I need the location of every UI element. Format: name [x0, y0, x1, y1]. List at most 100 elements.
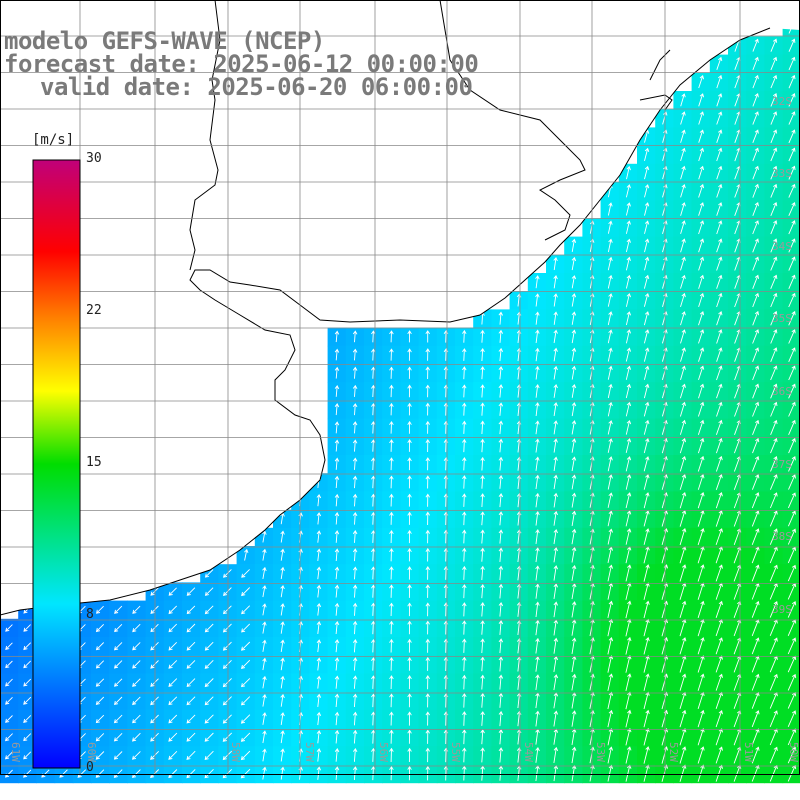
wind-arrow — [371, 566, 376, 580]
wind-arrow — [480, 511, 485, 526]
wind-arrow — [334, 602, 340, 616]
wind-arrow — [607, 238, 613, 253]
wind-arrow — [715, 673, 723, 691]
wind-arrow — [371, 602, 376, 616]
wind-arrow — [697, 728, 705, 746]
wind-arrow — [643, 456, 650, 472]
wind-arrow — [553, 420, 558, 435]
wind-arrow — [168, 641, 178, 651]
wind-arrow — [625, 347, 632, 362]
wind-arrow — [625, 600, 632, 619]
wind-arrow — [680, 347, 686, 362]
wind-arrow — [589, 474, 595, 490]
wind-arrow — [680, 111, 686, 125]
wind-arrow — [425, 711, 430, 726]
wind-arrow — [498, 311, 503, 325]
wind-arrow — [715, 764, 723, 782]
wind-arrow — [425, 420, 430, 434]
wind-arrow — [679, 456, 687, 472]
wind-arrow — [697, 673, 705, 691]
wind-arrow — [535, 384, 540, 398]
wind-arrow — [553, 637, 559, 654]
wind-arrow — [23, 696, 32, 705]
wind-arrow — [262, 566, 267, 579]
wind-arrow — [498, 747, 504, 763]
wind-arrow — [168, 714, 178, 724]
wind-arrow — [407, 439, 412, 452]
wind-arrow — [679, 728, 687, 746]
land-area — [0, 0, 800, 615]
wind-arrow — [697, 527, 705, 546]
wind-arrow — [425, 384, 430, 398]
wind-arrow — [535, 601, 540, 618]
wind-arrow — [95, 660, 105, 669]
wind-arrow — [352, 530, 358, 543]
wind-arrow — [662, 147, 668, 162]
wind-arrow — [425, 765, 430, 781]
wind-arrow — [334, 548, 340, 562]
wind-arrow — [371, 620, 376, 635]
wind-arrow — [334, 566, 340, 580]
wind-arrow — [425, 511, 430, 526]
wind-arrow — [625, 691, 632, 710]
wind-arrow — [280, 584, 285, 598]
wind-arrow — [553, 438, 558, 453]
wind-arrow — [770, 147, 778, 162]
wind-arrow — [23, 678, 32, 687]
wind-arrow — [643, 347, 650, 362]
wind-arrow — [516, 747, 522, 763]
wind-arrow — [607, 293, 613, 307]
wind-arrow — [571, 402, 577, 417]
wind-arrow — [553, 293, 558, 307]
wind-arrow — [241, 641, 251, 651]
wind-arrow — [334, 512, 340, 525]
wind-arrow — [316, 493, 322, 507]
wind-arrow — [407, 420, 412, 434]
wind-arrow — [186, 732, 196, 742]
wind-arrow — [113, 732, 123, 742]
wind-arrow — [222, 659, 232, 669]
wind-arrow — [770, 292, 778, 308]
wind-arrow — [316, 748, 322, 762]
wind-arrow — [4, 751, 13, 760]
wind-arrow — [716, 147, 723, 162]
wind-arrow — [769, 746, 778, 764]
wind-arrow — [680, 220, 686, 235]
wind-arrow — [680, 183, 686, 198]
wind-arrow — [571, 365, 577, 380]
wind-arrow — [371, 348, 376, 361]
wind-arrow — [625, 274, 632, 289]
wind-arrow — [607, 256, 613, 271]
wind-arrow — [625, 727, 632, 746]
wind-arrow — [389, 729, 394, 744]
wind-arrow — [462, 711, 467, 726]
wind-arrow — [680, 274, 686, 289]
wind-arrow — [625, 673, 632, 692]
wind-arrow — [334, 620, 340, 635]
wind-arrow — [662, 311, 668, 326]
wind-arrow — [715, 473, 723, 490]
wind-arrow — [607, 728, 614, 746]
wind-arrow — [788, 419, 796, 435]
wind-arrow — [389, 657, 394, 671]
wind-arrow — [715, 728, 723, 746]
wind-arrow — [334, 330, 340, 343]
wind-arrow — [480, 384, 485, 398]
wind-arrow — [480, 729, 485, 745]
wind-arrow — [480, 456, 485, 471]
wind-arrow — [352, 620, 358, 635]
wind-arrow — [407, 529, 412, 544]
wind-arrow — [516, 329, 522, 343]
wind-arrow — [788, 256, 796, 271]
wind-arrow — [262, 548, 267, 561]
wind-arrow — [480, 583, 485, 599]
wind-arrow — [407, 765, 412, 781]
wind-arrow — [553, 746, 559, 763]
wind-arrow — [23, 624, 31, 632]
wind-arrow — [643, 510, 650, 527]
wind-arrow — [770, 329, 778, 344]
wind-arrow — [535, 529, 540, 544]
wind-arrow — [425, 693, 430, 708]
wind-arrow — [697, 764, 705, 782]
wind-arrow — [644, 147, 650, 162]
